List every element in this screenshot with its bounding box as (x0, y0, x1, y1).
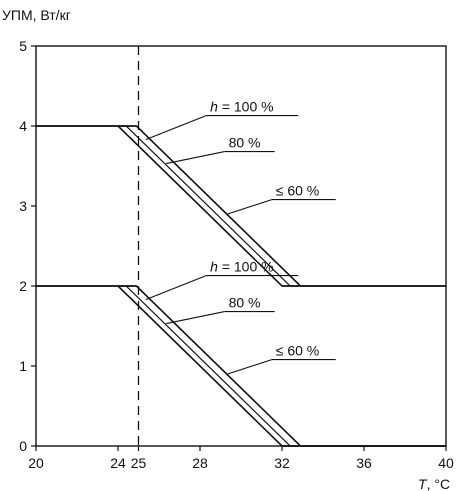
x-tick-label: 24 (110, 455, 126, 471)
y-tick-label: 1 (19, 358, 27, 374)
series-line-h-le-60-level-2 (36, 285, 446, 447)
x-tick-label: 28 (192, 455, 208, 471)
series-line-h-le-60-level-4 (36, 125, 446, 287)
annotation-text: = 100 % (218, 99, 274, 115)
annotation-variable: h (210, 99, 218, 115)
x-tick-label: 32 (274, 455, 290, 471)
annotation-label: h = 100 % (210, 259, 273, 275)
annotation-leader (145, 115, 207, 141)
annotation-leader (166, 151, 225, 165)
annotation-text: 80 % (229, 135, 261, 151)
y-axis-title: УПМ, Вт/кг (2, 7, 71, 23)
y-tick-label: 5 (19, 38, 27, 54)
y-tick-label: 0 (19, 438, 27, 454)
x-tick-label: 36 (356, 455, 372, 471)
x-tick-label: 20 (28, 455, 44, 471)
annotation-text: ≤ 60 % (276, 343, 319, 359)
x-tick-label: 25 (131, 455, 147, 471)
annotation-label: h = 100 % (210, 99, 273, 115)
x-axis-variable: T (418, 476, 428, 491)
annotation-leader (227, 199, 272, 215)
x-tick-label: 40 (438, 455, 454, 471)
annotation-text: = 100 % (218, 259, 274, 275)
y-tick-label: 2 (19, 278, 27, 294)
annotation-label: 80 % (229, 135, 261, 151)
annotation-label: ≤ 60 % (276, 343, 319, 359)
annotation-leader (145, 275, 207, 301)
x-axis-unit: , °C (427, 476, 451, 491)
annotation-text: 80 % (229, 295, 261, 311)
annotation-variable: h (210, 259, 218, 275)
annotation-leader (227, 359, 272, 375)
plot-frame (35, 45, 447, 447)
y-tick-label: 4 (19, 118, 27, 134)
annotation-label: 80 % (229, 295, 261, 311)
plot-area: 0 1 2 3 4 5 20 24 25 28 32 36 40 h = 100 % 80 % ≤ 60 % h… (19, 38, 454, 471)
annotation-text: ≤ 60 % (276, 183, 319, 199)
annotation-leader (166, 311, 225, 325)
annotation-label: ≤ 60 % (276, 183, 319, 199)
y-tick-label: 3 (19, 198, 27, 214)
x-axis-title: T, °C (418, 476, 450, 491)
